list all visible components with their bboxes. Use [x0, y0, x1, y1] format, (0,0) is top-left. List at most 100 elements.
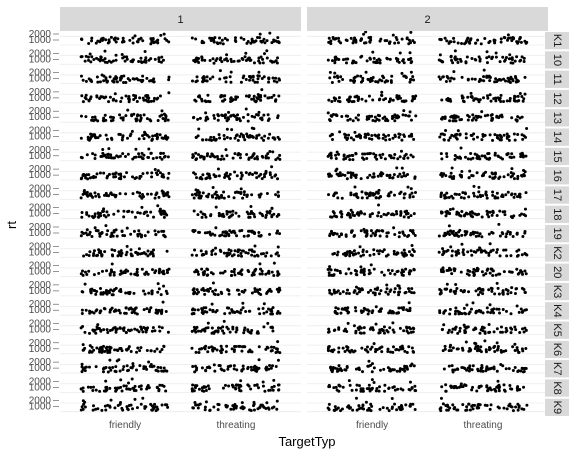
- data-point: [241, 301, 245, 305]
- data-point: [334, 157, 338, 161]
- data-point: [441, 115, 445, 119]
- data-point: [257, 56, 261, 60]
- data-point: [130, 129, 134, 133]
- data-point: [87, 58, 91, 62]
- data-point: [524, 328, 528, 332]
- data-point: [467, 312, 471, 316]
- data-point: [131, 386, 135, 390]
- data-point: [389, 80, 393, 84]
- data-point: [104, 224, 108, 228]
- data-point: [458, 228, 462, 232]
- data-point: [209, 213, 213, 217]
- data-point: [118, 253, 122, 257]
- data-point: [125, 226, 129, 230]
- data-point: [251, 78, 255, 82]
- data-point: [102, 154, 106, 158]
- data-point: [470, 77, 474, 81]
- data-point: [88, 350, 92, 354]
- data-point: [196, 272, 200, 276]
- data-point: [252, 94, 256, 98]
- data-point: [246, 383, 250, 387]
- data-point: [235, 288, 239, 292]
- data-point: [256, 254, 260, 258]
- data-point: [476, 248, 480, 252]
- data-point: [496, 286, 500, 290]
- data-point: [523, 251, 527, 255]
- y-tick-label: 1000: [29, 325, 52, 336]
- data-point: [523, 290, 527, 294]
- data-point: [352, 193, 356, 197]
- data-point: [387, 409, 391, 413]
- data-point: [146, 254, 150, 258]
- data-point: [234, 211, 238, 215]
- data-point: [103, 404, 107, 408]
- data-point: [337, 36, 341, 40]
- data-point: [395, 408, 399, 412]
- data-point: [250, 249, 254, 253]
- data-point: [156, 282, 160, 286]
- data-point: [447, 138, 451, 142]
- data-point: [251, 135, 255, 139]
- data-point: [349, 78, 353, 82]
- data-point: [241, 367, 245, 371]
- data-point: [94, 388, 98, 392]
- data-point: [512, 195, 516, 199]
- data-point: [142, 153, 146, 157]
- data-point: [228, 75, 232, 79]
- data-point: [492, 176, 496, 180]
- data-point: [118, 369, 122, 373]
- data-point: [377, 98, 381, 102]
- data-point: [483, 133, 487, 137]
- data-point: [499, 40, 503, 44]
- data-point: [372, 366, 376, 370]
- data-point: [248, 408, 252, 412]
- data-point: [444, 174, 448, 178]
- data-point: [222, 230, 226, 234]
- data-point: [201, 271, 205, 275]
- data-point: [500, 350, 504, 354]
- data-point: [369, 229, 373, 233]
- data-point: [510, 174, 514, 178]
- data-point: [86, 194, 90, 198]
- data-point: [141, 74, 145, 78]
- data-point: [237, 292, 241, 296]
- row-strip-label: 14: [551, 131, 563, 143]
- data-point: [354, 396, 358, 400]
- row-strip-label: K2: [551, 246, 563, 259]
- data-point: [364, 70, 368, 74]
- data-point: [452, 70, 456, 74]
- data-point: [443, 196, 447, 200]
- data-point: [335, 150, 339, 154]
- data-point: [272, 384, 276, 388]
- data-point: [518, 116, 522, 120]
- data-point: [141, 396, 145, 400]
- data-point: [266, 346, 270, 350]
- data-point: [354, 176, 358, 180]
- data-point: [147, 135, 151, 139]
- data-point: [202, 306, 206, 310]
- data-point: [80, 290, 84, 294]
- data-point: [113, 249, 117, 253]
- data-point: [221, 325, 225, 329]
- data-point: [351, 153, 355, 157]
- y-tick-label: 2000: [29, 396, 52, 407]
- data-point: [97, 326, 101, 330]
- data-point: [443, 347, 447, 351]
- data-point: [441, 247, 445, 251]
- data-point: [401, 58, 405, 62]
- data-point: [524, 41, 528, 45]
- data-point: [472, 184, 476, 188]
- data-point: [217, 363, 221, 367]
- data-point: [390, 405, 394, 409]
- data-point: [477, 155, 481, 159]
- data-point: [127, 368, 131, 372]
- data-point: [105, 348, 109, 352]
- data-point: [452, 290, 456, 294]
- data-point: [219, 157, 223, 161]
- data-point: [129, 349, 133, 353]
- data-point: [396, 157, 400, 161]
- data-point: [356, 74, 360, 78]
- data-point: [236, 113, 240, 117]
- data-point: [403, 369, 407, 373]
- data-point: [411, 155, 415, 159]
